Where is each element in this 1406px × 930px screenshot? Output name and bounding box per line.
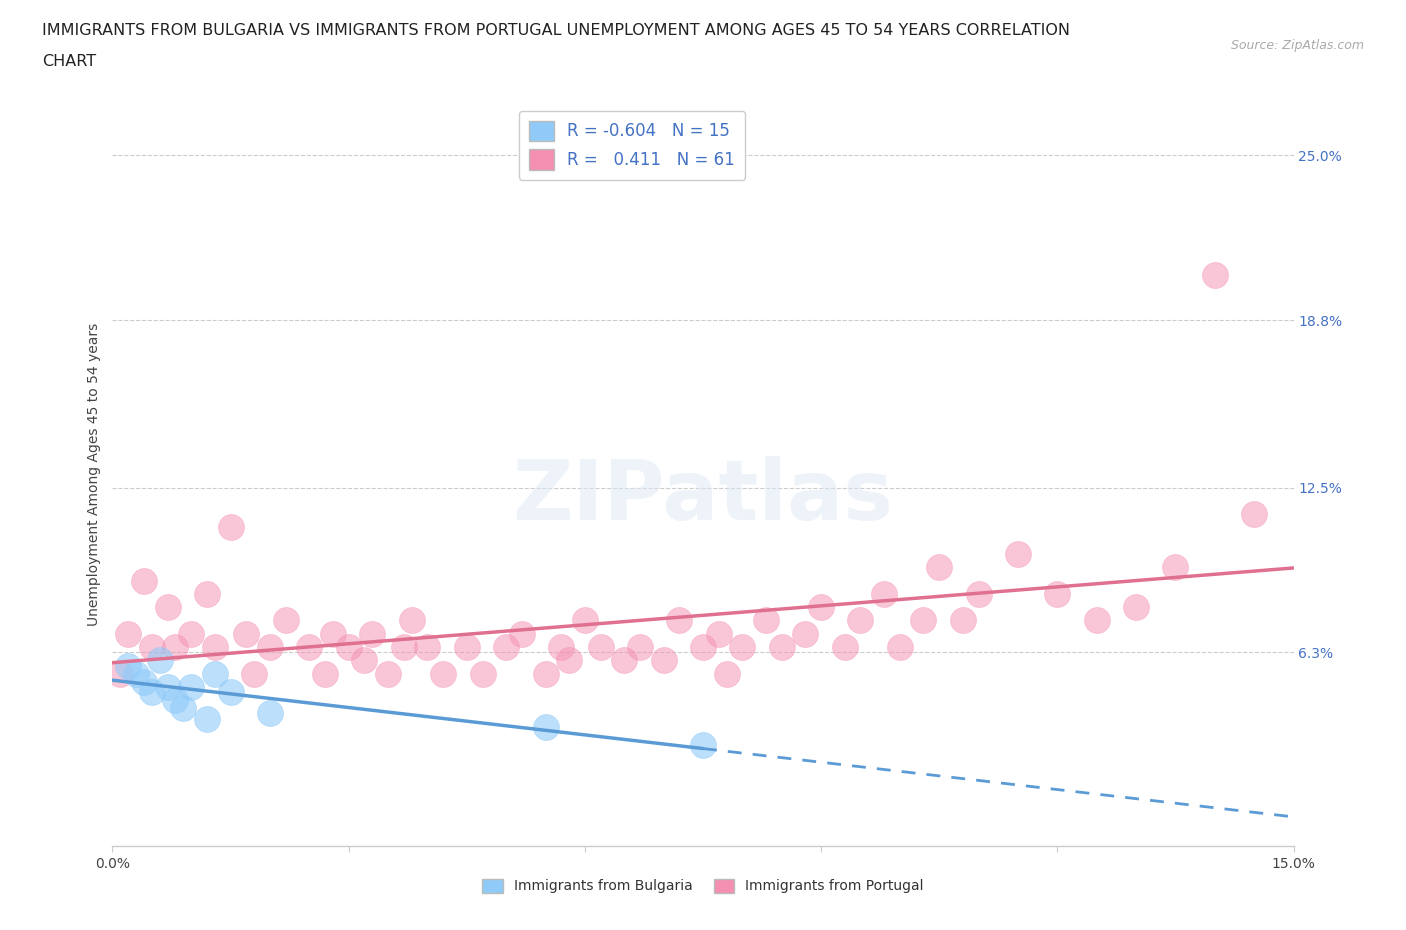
Point	[1046, 587, 1069, 602]
Point	[912, 613, 935, 628]
Legend: Immigrants from Bulgaria, Immigrants from Portugal: Immigrants from Bulgaria, Immigrants fro…	[477, 873, 929, 899]
Point	[125, 666, 148, 681]
Y-axis label: Unemployment Among Ages 45 to 54 years: Unemployment Among Ages 45 to 54 years	[87, 323, 101, 626]
Point	[755, 613, 778, 628]
Point	[156, 680, 179, 695]
Point	[117, 626, 139, 641]
Point	[731, 640, 754, 655]
Point	[692, 737, 714, 752]
Point	[259, 706, 281, 721]
Point	[834, 640, 856, 655]
Point	[274, 613, 297, 628]
Text: CHART: CHART	[42, 54, 96, 69]
Point	[401, 613, 423, 628]
Text: IMMIGRANTS FROM BULGARIA VS IMMIGRANTS FROM PORTUGAL UNEMPLOYMENT AMONG AGES 45 : IMMIGRANTS FROM BULGARIA VS IMMIGRANTS F…	[42, 23, 1070, 38]
Point	[889, 640, 911, 655]
Point	[132, 674, 155, 689]
Point	[510, 626, 533, 641]
Point	[1243, 507, 1265, 522]
Point	[165, 693, 187, 708]
Point	[1125, 600, 1147, 615]
Point	[873, 587, 896, 602]
Point	[794, 626, 817, 641]
Point	[707, 626, 730, 641]
Point	[534, 666, 557, 681]
Point	[243, 666, 266, 681]
Point	[471, 666, 494, 681]
Point	[298, 640, 321, 655]
Point	[550, 640, 572, 655]
Point	[628, 640, 651, 655]
Point	[952, 613, 974, 628]
Point	[141, 640, 163, 655]
Point	[117, 658, 139, 673]
Point	[259, 640, 281, 655]
Point	[204, 666, 226, 681]
Point	[180, 626, 202, 641]
Point	[377, 666, 399, 681]
Point	[692, 640, 714, 655]
Point	[1085, 613, 1108, 628]
Point	[219, 520, 242, 535]
Point	[149, 653, 172, 668]
Point	[195, 711, 218, 726]
Point	[392, 640, 415, 655]
Point	[652, 653, 675, 668]
Point	[770, 640, 793, 655]
Point	[1204, 268, 1226, 283]
Point	[1007, 547, 1029, 562]
Point	[456, 640, 478, 655]
Point	[180, 680, 202, 695]
Text: Source: ZipAtlas.com: Source: ZipAtlas.com	[1230, 39, 1364, 52]
Point	[1164, 560, 1187, 575]
Point	[361, 626, 384, 641]
Point	[204, 640, 226, 655]
Point	[574, 613, 596, 628]
Point	[219, 684, 242, 699]
Point	[337, 640, 360, 655]
Point	[165, 640, 187, 655]
Point	[132, 573, 155, 588]
Point	[849, 613, 872, 628]
Point	[589, 640, 612, 655]
Point	[967, 587, 990, 602]
Point	[810, 600, 832, 615]
Point	[928, 560, 950, 575]
Point	[156, 600, 179, 615]
Point	[495, 640, 517, 655]
Point	[716, 666, 738, 681]
Point	[416, 640, 439, 655]
Point	[322, 626, 344, 641]
Point	[195, 587, 218, 602]
Point	[141, 684, 163, 699]
Point	[432, 666, 454, 681]
Point	[314, 666, 336, 681]
Point	[534, 719, 557, 734]
Point	[172, 700, 194, 715]
Text: ZIPatlas: ZIPatlas	[513, 456, 893, 538]
Point	[613, 653, 636, 668]
Point	[235, 626, 257, 641]
Point	[558, 653, 581, 668]
Point	[353, 653, 375, 668]
Point	[668, 613, 690, 628]
Point	[110, 666, 132, 681]
